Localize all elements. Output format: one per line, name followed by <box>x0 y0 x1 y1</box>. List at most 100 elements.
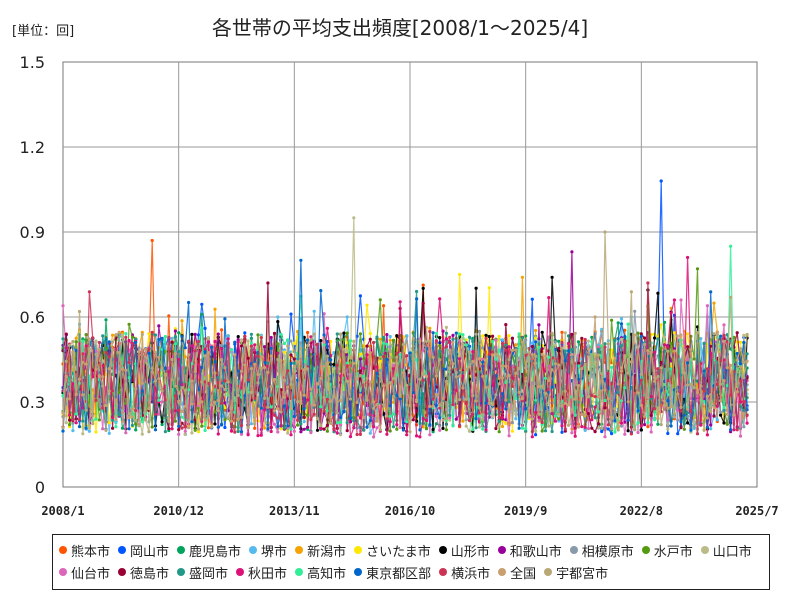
data-point <box>653 350 657 354</box>
data-point <box>190 362 194 366</box>
data-point <box>454 331 458 335</box>
data-point <box>372 406 376 411</box>
data-point <box>517 390 521 394</box>
data-point <box>530 353 534 357</box>
data-point <box>375 371 379 375</box>
data-point <box>177 428 181 432</box>
data-point <box>434 414 438 419</box>
data-point <box>160 336 164 340</box>
data-point <box>101 406 105 410</box>
data-point <box>64 421 68 425</box>
data-point <box>415 289 419 294</box>
data-point <box>458 357 462 361</box>
data-point <box>477 329 481 333</box>
data-point <box>365 303 369 307</box>
data-point <box>120 333 125 337</box>
data-point <box>649 346 653 350</box>
legend-label: 秋田市 <box>248 566 288 582</box>
data-point <box>302 407 306 411</box>
legend-item: 新潟市 <box>295 539 346 561</box>
data-point <box>134 408 138 413</box>
legend-marker-icon <box>497 546 506 554</box>
data-point <box>738 405 743 409</box>
data-point <box>639 372 643 376</box>
data-point <box>180 402 184 406</box>
data-point <box>210 345 214 349</box>
data-point <box>421 378 425 382</box>
legend-item: さいたま市 <box>354 539 431 561</box>
data-point <box>329 382 333 386</box>
data-point <box>266 405 270 409</box>
data-point <box>210 403 214 407</box>
data-point <box>484 385 488 389</box>
data-point <box>590 426 594 430</box>
data-point <box>220 328 224 332</box>
data-point <box>686 411 690 415</box>
data-point <box>339 433 343 437</box>
data-point <box>428 339 432 343</box>
data-point <box>382 304 386 308</box>
data-point <box>213 396 217 400</box>
data-point <box>530 417 534 421</box>
data-point <box>342 331 346 335</box>
data-point <box>322 409 326 413</box>
data-point <box>183 355 187 359</box>
data-point <box>362 374 366 378</box>
legend-item: 全国 <box>498 561 536 583</box>
data-point <box>286 385 290 389</box>
data-point <box>64 359 68 363</box>
legend-marker-icon <box>641 546 650 554</box>
data-point <box>335 363 339 367</box>
data-point <box>269 384 273 389</box>
data-point <box>332 427 336 431</box>
data-point <box>729 295 733 299</box>
data-point <box>335 431 339 435</box>
data-point <box>114 417 118 422</box>
data-point <box>253 426 257 430</box>
data-point <box>563 331 567 335</box>
data-point <box>735 351 739 356</box>
data-point <box>339 374 343 378</box>
legend-item: 熊本市 <box>59 539 110 561</box>
data-point <box>388 420 392 424</box>
data-point <box>306 425 310 429</box>
data-point <box>150 238 154 243</box>
data-point <box>570 408 574 412</box>
data-point <box>385 383 389 387</box>
data-point <box>405 334 409 338</box>
data-point <box>64 346 68 350</box>
data-point <box>322 427 326 431</box>
data-point <box>464 397 468 401</box>
data-point <box>173 352 177 356</box>
data-point <box>514 343 518 347</box>
data-point <box>520 426 525 430</box>
data-point <box>223 401 227 405</box>
data-point <box>679 426 683 430</box>
data-point <box>272 377 277 382</box>
data-point <box>547 378 551 383</box>
data-point <box>424 426 429 430</box>
data-point <box>656 337 660 341</box>
data-point <box>742 340 746 345</box>
data-point <box>200 424 204 428</box>
data-point <box>504 407 508 411</box>
data-point <box>537 323 541 327</box>
data-point <box>738 340 743 344</box>
data-point <box>738 434 743 438</box>
data-point <box>616 382 620 386</box>
data-point <box>226 416 230 420</box>
data-point <box>583 337 587 342</box>
data-point <box>220 344 224 348</box>
data-point <box>101 375 105 379</box>
legend-label: 新潟市 <box>307 544 347 560</box>
data-point <box>272 331 277 335</box>
data-point <box>107 355 111 359</box>
data-point <box>540 420 544 425</box>
data-point <box>299 430 303 434</box>
data-point <box>669 424 673 428</box>
data-point <box>120 426 125 430</box>
data-point <box>239 430 244 434</box>
data-point <box>537 418 541 422</box>
data-point <box>699 362 703 366</box>
data-point <box>236 393 240 397</box>
